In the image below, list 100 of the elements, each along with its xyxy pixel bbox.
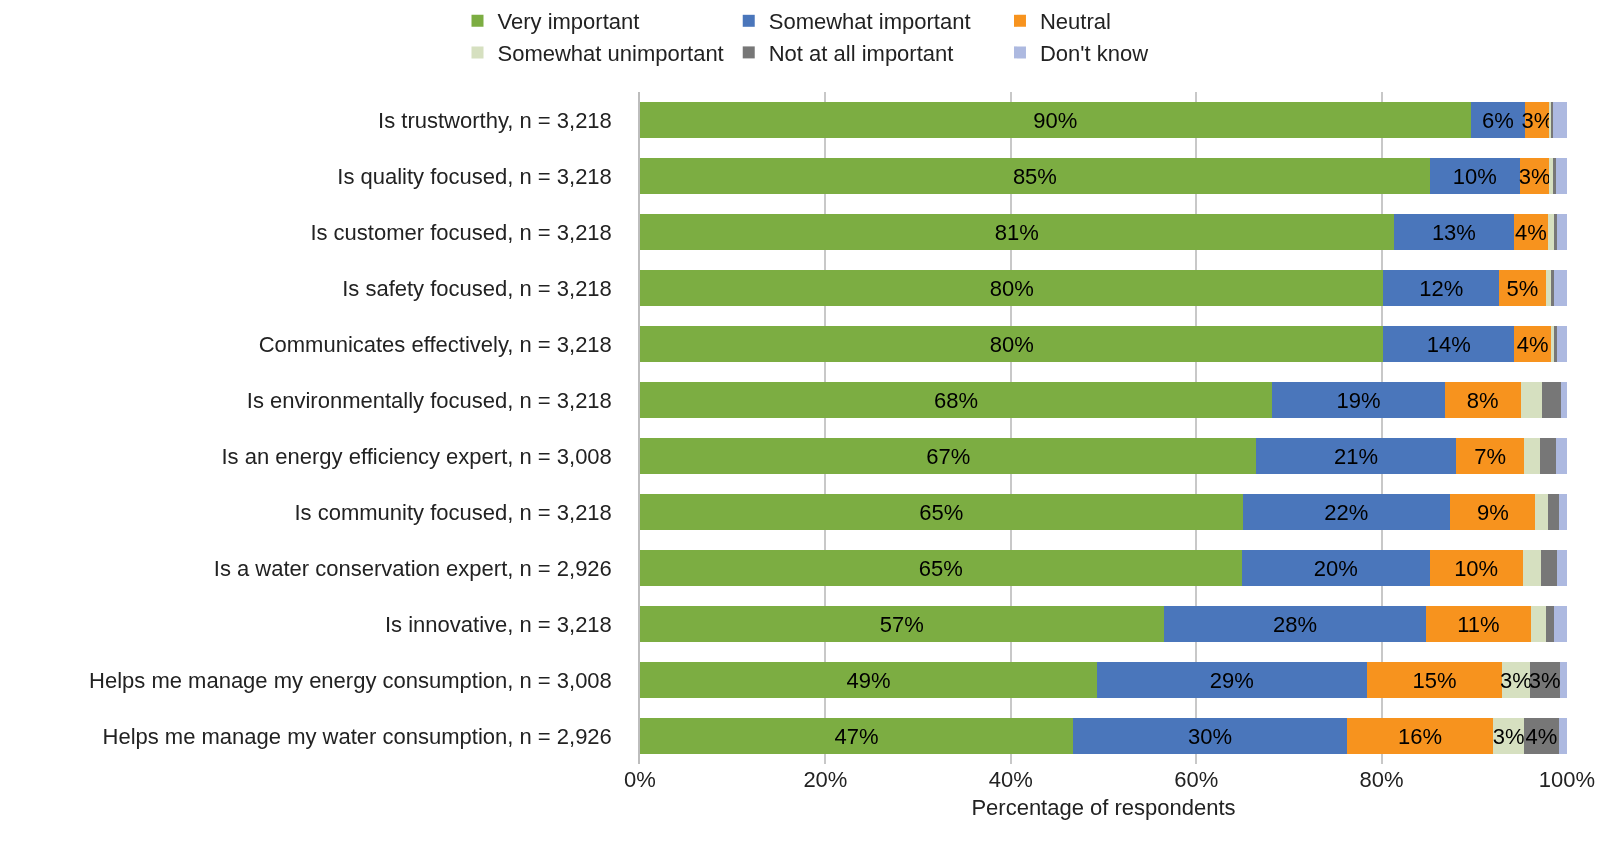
y-tick-label: Is quality focused, n = 3,218 xyxy=(337,163,612,189)
data-label: 7% xyxy=(1474,443,1506,469)
data-label: 80% xyxy=(989,275,1034,301)
data-label: 30% xyxy=(1188,723,1233,749)
bar xyxy=(1520,381,1542,419)
x-tick-label: 20% xyxy=(803,767,848,792)
data-label: 4% xyxy=(1516,331,1549,357)
data-label: 68% xyxy=(934,387,979,413)
bar xyxy=(1551,269,1555,307)
bar xyxy=(1547,493,1559,531)
data-label: 67% xyxy=(926,443,971,469)
bar xyxy=(1558,493,1567,531)
bar xyxy=(1383,325,1515,363)
data-label: 49% xyxy=(846,667,891,693)
bar xyxy=(1366,661,1503,699)
bar xyxy=(640,213,1394,251)
bar xyxy=(640,157,1430,195)
bar xyxy=(1556,213,1567,251)
bar xyxy=(640,437,1257,475)
x-tick-label: 40% xyxy=(988,767,1033,792)
bar xyxy=(640,717,1073,755)
bar xyxy=(1426,605,1531,643)
bar xyxy=(1541,381,1562,419)
bar xyxy=(1555,437,1567,475)
y-tick-label: Is innovative, n = 3,218 xyxy=(384,611,612,637)
data-label: 3% xyxy=(1492,723,1525,749)
bar xyxy=(1549,157,1554,195)
bar xyxy=(640,325,1384,363)
data-label: 10% xyxy=(1454,555,1499,581)
legend-label: Not at all important xyxy=(768,40,954,66)
bar xyxy=(1383,269,1500,307)
data-label: 14% xyxy=(1426,331,1471,357)
data-label: 15% xyxy=(1412,667,1457,693)
bar xyxy=(640,605,1164,643)
x-tick-label: 80% xyxy=(1359,767,1404,792)
data-label: 8% xyxy=(1466,387,1499,413)
bar xyxy=(1530,605,1546,643)
data-label: 20% xyxy=(1313,555,1358,581)
bar xyxy=(1097,661,1367,699)
y-tick-label: Is safety focused, n = 3,218 xyxy=(342,275,612,301)
y-tick-label: Helps me manage my water consumption, n = 2,926 xyxy=(102,723,612,749)
data-label: 4% xyxy=(1514,219,1547,245)
data-label: 22% xyxy=(1324,499,1369,525)
bar xyxy=(1547,213,1555,251)
legend-label: Somewhat important xyxy=(768,9,971,35)
y-tick-label: Is a water conservation expert, n = 2,926 xyxy=(213,555,612,581)
y-tick-label: Is trustworthy, n = 3,218 xyxy=(378,107,612,133)
data-label: 85% xyxy=(1012,163,1057,189)
data-label: 47% xyxy=(834,723,879,749)
data-label: 11% xyxy=(1457,611,1500,637)
y-tick-label: Communicates effectively, n = 3,218 xyxy=(258,331,612,357)
bar xyxy=(640,549,1242,587)
data-label: 21% xyxy=(1334,443,1379,469)
data-label: 13% xyxy=(1431,219,1476,245)
data-label: 5% xyxy=(1506,275,1539,301)
bar xyxy=(1163,605,1427,643)
data-label: 57% xyxy=(879,611,924,637)
bar xyxy=(1554,605,1567,643)
y-tick-label: Is customer focused, n = 3,218 xyxy=(310,219,612,245)
data-label: 12% xyxy=(1419,275,1464,301)
bar xyxy=(640,269,1384,307)
x-tick-label: 100% xyxy=(1538,767,1596,792)
legend-label: Somewhat unimportant xyxy=(497,40,724,66)
bar xyxy=(1524,437,1541,475)
data-label: 28% xyxy=(1272,611,1317,637)
bar xyxy=(1393,213,1515,251)
x-tick-label: 60% xyxy=(1174,767,1219,792)
bar xyxy=(1272,381,1445,419)
x-axis-title: Percentage of respondents xyxy=(971,794,1236,820)
bar xyxy=(1540,437,1556,475)
bar xyxy=(640,381,1273,419)
data-label: 65% xyxy=(919,499,964,525)
bar xyxy=(1347,717,1493,755)
data-label: 10% xyxy=(1452,163,1497,189)
bar xyxy=(1522,549,1542,587)
bar xyxy=(640,661,1098,699)
y-tick-label: Is environmentally focused, n = 3,218 xyxy=(246,387,612,413)
data-label: 19% xyxy=(1336,387,1381,413)
y-tick-label: Is an energy efficiency expert, n = 3,008 xyxy=(221,443,612,469)
data-label: 80% xyxy=(989,331,1034,357)
bar xyxy=(1559,661,1567,699)
bar xyxy=(1242,493,1451,531)
data-label: 6% xyxy=(1482,107,1514,133)
bar xyxy=(1241,549,1430,587)
bar xyxy=(1558,717,1567,755)
data-label: 4% xyxy=(1525,723,1558,749)
legend-label: Neutral xyxy=(1039,9,1111,35)
y-tick-label: Helps me manage my energy consumption, n = 3,008 xyxy=(89,667,612,693)
legend-label: Very important xyxy=(497,9,640,35)
bar xyxy=(1545,605,1555,643)
data-label: 29% xyxy=(1209,667,1254,693)
data-label: 65% xyxy=(918,555,963,581)
data-label: 90% xyxy=(1033,107,1078,133)
bar xyxy=(1535,493,1548,531)
y-tick-label: Is community focused, n = 3,218 xyxy=(294,499,612,525)
bar xyxy=(1554,213,1557,251)
bar xyxy=(640,101,1471,139)
bar xyxy=(1561,381,1567,419)
bar xyxy=(1553,157,1556,195)
bar xyxy=(1541,549,1557,587)
